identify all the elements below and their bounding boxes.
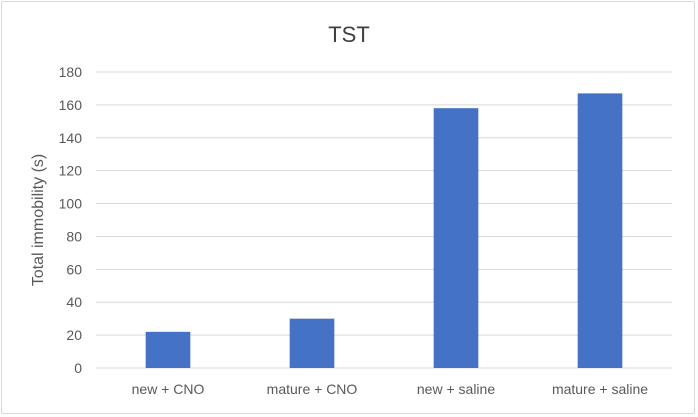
y-tick-label: 0: [74, 360, 82, 376]
y-tick-label: 160: [59, 97, 83, 113]
bars: [145, 93, 623, 368]
y-tick-labels: 0 20 40 60 80 100 120 140 160 180: [59, 64, 83, 376]
bar-4: [577, 93, 623, 368]
bar-3: [433, 108, 479, 368]
y-tick-label: 40: [66, 294, 82, 310]
y-tick-label: 180: [59, 64, 83, 80]
y-tick-label: 80: [66, 228, 82, 244]
x-tick-label: new + CNO: [132, 381, 205, 397]
x-tick-labels: new + CNO mature + CNO new + saline mature …: [132, 381, 649, 397]
y-tick-label: 120: [59, 163, 83, 179]
x-tick-label: mature + saline: [552, 381, 648, 397]
chart-title: TST: [328, 22, 370, 47]
x-tick-label: mature + CNO: [267, 381, 358, 397]
bar-1: [145, 331, 191, 368]
x-tick-label: new + saline: [417, 381, 495, 397]
y-tick-label: 140: [59, 130, 83, 146]
y-tick-label: 100: [59, 196, 83, 212]
y-axis-label: Total immobility (s): [30, 154, 47, 286]
y-tick-label: 20: [66, 327, 82, 343]
y-tick-label: 60: [66, 261, 82, 277]
gridlines: [96, 71, 672, 369]
bar-2: [289, 318, 335, 368]
